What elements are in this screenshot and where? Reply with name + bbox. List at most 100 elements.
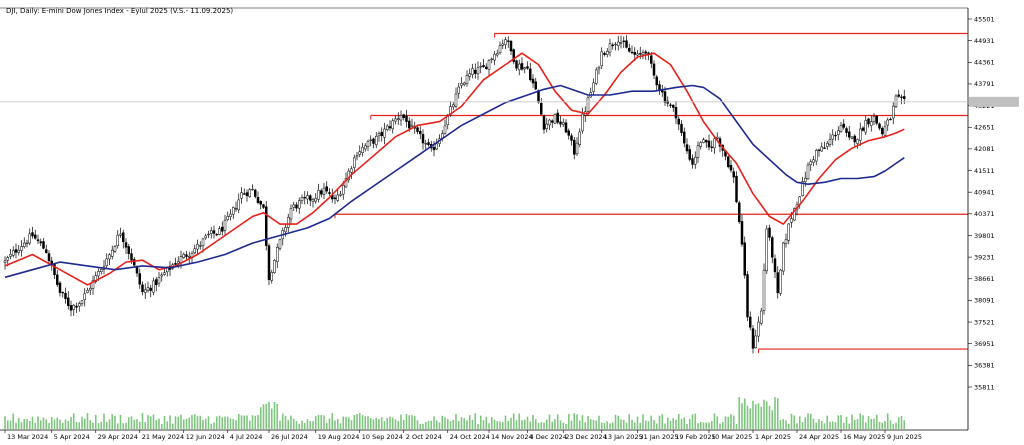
volume-bar bbox=[496, 421, 499, 429]
volume-bar bbox=[567, 413, 570, 429]
volume-bar bbox=[81, 416, 83, 429]
candle-body bbox=[551, 120, 554, 123]
volume-bar bbox=[705, 422, 708, 429]
candle-body bbox=[204, 235, 207, 239]
volume-bar bbox=[138, 421, 141, 429]
volume-bar bbox=[380, 417, 383, 429]
candle-body bbox=[344, 178, 348, 188]
candle-body bbox=[600, 51, 603, 67]
candle-body bbox=[630, 51, 634, 54]
candle-body bbox=[14, 249, 18, 253]
candle-body bbox=[498, 45, 502, 54]
candle-body bbox=[658, 84, 661, 91]
candle-body bbox=[688, 149, 691, 160]
x-tick-label: 5 Apr 2024 bbox=[54, 433, 90, 441]
candle-body bbox=[174, 263, 177, 265]
volume-bar bbox=[23, 418, 26, 429]
candle-body bbox=[267, 245, 271, 280]
candle-body bbox=[771, 237, 774, 258]
candle-body bbox=[34, 234, 37, 239]
candle-body bbox=[289, 208, 293, 220]
volume-bar bbox=[284, 415, 287, 429]
candle-body bbox=[160, 274, 163, 277]
candle-body bbox=[694, 156, 697, 165]
x-tick-label: 24 Apr 2025 bbox=[799, 433, 839, 441]
volume-bar bbox=[435, 420, 438, 429]
candle-body bbox=[361, 147, 364, 154]
volume-bar bbox=[215, 416, 218, 429]
candle-body bbox=[691, 158, 694, 165]
volume-bar bbox=[323, 415, 325, 429]
candle-body bbox=[713, 138, 716, 149]
candle-body bbox=[339, 193, 342, 196]
volume-bar bbox=[556, 414, 559, 429]
candle-body bbox=[116, 234, 119, 247]
candle-body bbox=[141, 284, 144, 293]
candle-body bbox=[520, 63, 524, 70]
volume-bar bbox=[67, 420, 70, 429]
candle-body bbox=[199, 245, 202, 247]
candle-body bbox=[94, 275, 97, 282]
volume-bar bbox=[100, 421, 103, 429]
candle-body bbox=[567, 130, 570, 136]
volume-bar bbox=[53, 419, 56, 429]
volume-bar bbox=[540, 422, 543, 429]
candle-body bbox=[377, 133, 381, 137]
candle-body bbox=[592, 82, 595, 92]
volume-bar bbox=[149, 416, 152, 429]
candle-body bbox=[292, 204, 295, 208]
candle-body bbox=[493, 53, 496, 61]
candle-body bbox=[366, 141, 370, 148]
candle-body bbox=[784, 239, 788, 244]
candle-body bbox=[394, 118, 397, 122]
candle-body bbox=[262, 204, 265, 208]
candle-body bbox=[762, 269, 766, 311]
volume-bar bbox=[562, 422, 565, 429]
volume-bar bbox=[677, 414, 680, 429]
volume-bar bbox=[829, 421, 831, 429]
candle-body bbox=[611, 44, 614, 47]
candle-body bbox=[842, 123, 845, 128]
candlesticks bbox=[3, 35, 906, 354]
y-tick-label: 43791 bbox=[974, 80, 995, 88]
candle-body bbox=[399, 115, 403, 121]
volume-bar bbox=[141, 413, 144, 429]
volume-bar bbox=[103, 413, 105, 429]
volume-bar bbox=[188, 417, 191, 429]
volume-bar bbox=[364, 416, 367, 429]
volume-bar bbox=[48, 422, 50, 429]
volume-bar bbox=[611, 422, 614, 429]
volume-bar bbox=[446, 418, 449, 429]
candle-body bbox=[751, 328, 755, 349]
candle-body bbox=[812, 159, 815, 163]
candle-body bbox=[25, 242, 29, 244]
candle-body bbox=[903, 96, 906, 99]
volume-bar bbox=[845, 416, 848, 429]
candle-body bbox=[870, 121, 873, 126]
candle-body bbox=[67, 297, 70, 306]
candle-body bbox=[485, 66, 488, 70]
volume-bar bbox=[34, 422, 37, 429]
volume-bar bbox=[474, 413, 477, 429]
volume-bar bbox=[499, 421, 501, 429]
candle-body bbox=[487, 60, 491, 70]
candle-body bbox=[333, 197, 337, 200]
volume-bar bbox=[823, 423, 826, 429]
volume-bar bbox=[675, 419, 677, 429]
volume-bar bbox=[334, 420, 336, 429]
candle-body bbox=[212, 230, 216, 234]
volume-bar bbox=[809, 413, 812, 429]
volume-bar bbox=[171, 423, 174, 429]
volume-bar bbox=[125, 422, 127, 429]
volume-bar bbox=[411, 415, 413, 429]
volume-bar bbox=[61, 422, 64, 429]
candle-body bbox=[828, 139, 832, 146]
x-tick-label: 1 Apr 2025 bbox=[755, 433, 791, 441]
volume-bar bbox=[694, 413, 697, 429]
candle-body bbox=[234, 208, 238, 210]
volume-bar bbox=[158, 418, 160, 429]
candle-body bbox=[633, 51, 636, 55]
candle-body bbox=[793, 208, 796, 221]
candle-body bbox=[782, 242, 785, 272]
